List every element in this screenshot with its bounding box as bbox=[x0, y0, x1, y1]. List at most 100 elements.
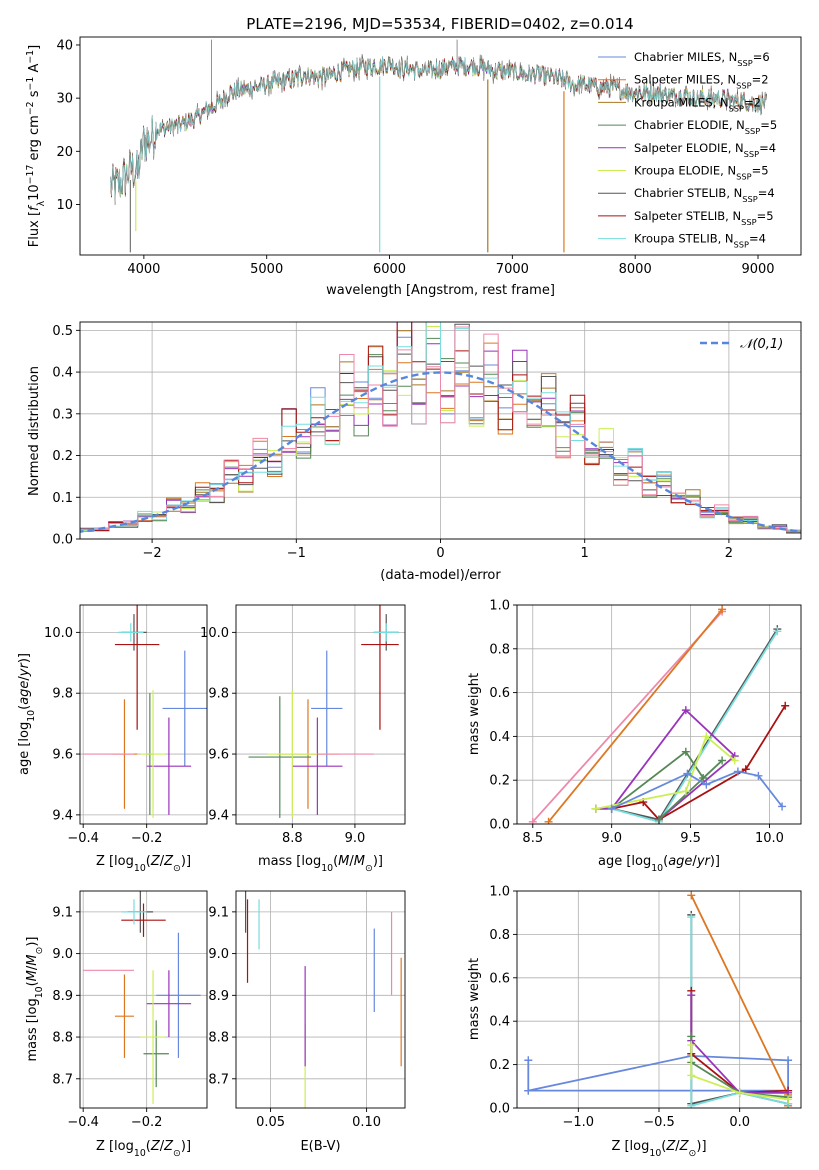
x-axis-label-part: ⊙ bbox=[365, 863, 373, 874]
weight-vs-age-panel: 8.5 9.0 9.5 10.0 0.0 0.2 0.4 0.6 0.8 1.0 age [log1… bbox=[467, 599, 802, 874]
legend-label-salpeter-stelib-part: SSP bbox=[741, 217, 756, 227]
y-axis-label-part: Flux [ bbox=[27, 211, 42, 247]
axes-frame bbox=[516, 604, 802, 825]
y-axis-label-part: 10 bbox=[34, 986, 45, 998]
model-spectrum-kroupa-stelib bbox=[110, 56, 767, 202]
legend-label-chabrier-miles: Chabrier MILES, NSSP=6 bbox=[634, 50, 770, 68]
weight-marker-chabrier-miles bbox=[607, 804, 616, 813]
y-tick-label: 1.0 bbox=[489, 885, 510, 900]
weight-marker-salpeter-elodie bbox=[687, 991, 696, 1000]
residual-histogram-panel: −2 −1 0 1 2 0.0 0.1 0.2 0.3 0.4 0.5 (data-model)/er… bbox=[27, 321, 802, 583]
legend-label-kroupa-miles-part: SSP bbox=[729, 103, 744, 113]
x-tick-label: 0.05 bbox=[256, 1115, 285, 1130]
y-tick-label: 9.8 bbox=[208, 687, 229, 702]
axes-frame bbox=[235, 890, 406, 1109]
x-axis-label-part: Z bbox=[679, 1139, 690, 1154]
x-axis-label: Z [log10(Z/Z⊙)] bbox=[611, 1139, 706, 1159]
y-axis-label: Flux [fλ10−17 erg cm−2 s−1 A−1] bbox=[25, 45, 47, 247]
weight-marker-chabrier-elodie bbox=[655, 815, 663, 824]
x-tick-label: 9.0 bbox=[601, 831, 622, 846]
x-axis-label-part: Z bbox=[150, 1139, 161, 1154]
y-tick-label: 9.6 bbox=[52, 748, 73, 763]
mass-vs-reddening-panel: 0.05 0.10 8.7 8.8 8.9 9.0 9.1 E(B-V) bbox=[208, 890, 406, 1154]
x-axis-label-part: 10 bbox=[649, 1148, 661, 1159]
y-tick-label: 20 bbox=[56, 145, 73, 160]
residual-histogram-pink bbox=[80, 326, 801, 533]
y-tick-label: 9.4 bbox=[208, 808, 229, 823]
x-axis-label: (data-model)/error bbox=[380, 568, 501, 583]
x-tick-label: 10.0 bbox=[755, 831, 784, 846]
x-tick-label: 9.5 bbox=[680, 831, 701, 846]
x-axis-label-part: M bbox=[354, 854, 365, 869]
y-axis-label-part: ⊙ bbox=[34, 947, 45, 955]
y-tick-label: 9.1 bbox=[52, 905, 73, 920]
y-axis-label-part: s bbox=[27, 90, 42, 101]
x-tick-label: −0.2 bbox=[131, 831, 163, 846]
legend-label-salpeter-elodie: Salpeter ELODIE, NSSP=4 bbox=[634, 141, 776, 159]
legend-label-salpeter-stelib-part: Salpeter STELIB, N bbox=[634, 209, 741, 223]
age-vs-metallicity-panel: −0.4 −0.29.49.69.810.0Z [log10(Z/Z⊙)]age … bbox=[17, 604, 208, 874]
x-axis-label: Z [log10(Z/Z⊙)] bbox=[96, 854, 191, 874]
x-tick-label: −0.4 bbox=[67, 1115, 99, 1130]
y-axis-label-part: )] bbox=[17, 653, 32, 663]
weight-marker-kroupa-elodie bbox=[702, 732, 711, 741]
y-tick-label: 8.8 bbox=[52, 1031, 73, 1046]
legend-label-chabrier-elodie-part: Chabrier ELODIE, N bbox=[634, 118, 745, 132]
weight-marker-chabrier-miles bbox=[702, 780, 711, 789]
y-tick-label: 9.4 bbox=[52, 808, 73, 823]
legend-label-chabrier-stelib-part: SSP bbox=[742, 194, 757, 204]
plot-area bbox=[80, 322, 801, 535]
y-tick-label: 0.3 bbox=[52, 407, 73, 422]
x-tick-label: −0.2 bbox=[131, 1115, 163, 1130]
weight-marker-kroupa-elodie bbox=[735, 1088, 744, 1097]
y-tick-label: 8.9 bbox=[52, 989, 73, 1004]
y-axis-label: mass [log10(M/M⊙)] bbox=[25, 937, 45, 1062]
x-axis-label-part: 10 bbox=[134, 1148, 146, 1159]
x-tick-label: 9.0 bbox=[345, 831, 366, 846]
legend-label-kroupa-elodie-part: SSP bbox=[736, 172, 751, 182]
x-axis-label-part: age [log bbox=[598, 854, 651, 869]
legend-label-chabrier-stelib-part: Chabrier STELIB, N bbox=[634, 186, 742, 200]
weight-marker-salpeter-miles bbox=[687, 891, 696, 900]
y-tick-label: 10 bbox=[56, 198, 73, 213]
weight-marker-chabrier-miles bbox=[524, 1056, 533, 1065]
legend-label-salpeter-miles-part: =2 bbox=[752, 73, 769, 87]
y-tick-label: 8.7 bbox=[208, 1072, 229, 1087]
weight-marker-kroupa-elodie bbox=[687, 1041, 696, 1050]
y-tick-label: 0.1 bbox=[52, 491, 73, 506]
weight-marker-chabrier-elodie bbox=[718, 756, 727, 765]
y-axis-label: mass weight bbox=[467, 958, 482, 1040]
x-axis-label-part: ⊙ bbox=[689, 1148, 697, 1159]
weight-line-kroupa-elodie bbox=[595, 734, 736, 810]
x-axis-label-part: 10 bbox=[651, 863, 663, 874]
weight-line-kroupa-elodie bbox=[690, 1045, 789, 1101]
x-axis-label-part: )] bbox=[373, 854, 383, 869]
weight-vs-metallicity-panel: −1.0 −0.5 0.00.00.20.40.60.81.0Z [log10(Z/… bbox=[467, 885, 802, 1159]
x-tick-label: −1.0 bbox=[563, 1115, 595, 1130]
legend-label-salpeter-stelib: Salpeter STELIB, NSSP=5 bbox=[634, 209, 774, 227]
y-tick-label: 8.8 bbox=[208, 1031, 229, 1046]
x-axis-label-part: Z bbox=[150, 854, 161, 869]
y-axis-label-part: f bbox=[27, 204, 42, 211]
y-tick-label: 9.6 bbox=[208, 748, 229, 763]
y-tick-label: 9.0 bbox=[208, 947, 229, 962]
weight-marker-chabrier-miles bbox=[733, 767, 742, 776]
weight-line-salpeter-elodie bbox=[595, 708, 737, 821]
y-axis-label-part: λ bbox=[36, 200, 47, 206]
y-axis-label-part: )] bbox=[25, 937, 40, 947]
weight-line-chabrier-miles bbox=[527, 1054, 789, 1092]
x-axis-label-part: ( bbox=[146, 854, 151, 869]
y-axis-label-part: A bbox=[27, 64, 42, 77]
x-axis-label-part: ⊙ bbox=[173, 863, 181, 874]
legend-label-salpeter-elodie-part: =4 bbox=[759, 141, 776, 155]
legend-label-kroupa-stelib: Kroupa STELIB, NSSP=4 bbox=[634, 232, 766, 250]
x-axis-label-part: )] bbox=[181, 854, 191, 869]
weight-marker-kroupa-elodie bbox=[681, 787, 690, 796]
legend-label-kroupa-elodie-part: Kroupa ELODIE, N bbox=[634, 164, 736, 178]
x-axis-label: E(B-V) bbox=[300, 1139, 340, 1154]
x-tick-label: −0.4 bbox=[67, 831, 99, 846]
x-axis-label-part: Z bbox=[665, 1139, 676, 1154]
x-tick-label: 2 bbox=[725, 546, 733, 561]
legend-label-chabrier-elodie: Chabrier ELODIE, NSSP=5 bbox=[634, 118, 777, 136]
y-tick-label: 9.1 bbox=[208, 905, 229, 920]
